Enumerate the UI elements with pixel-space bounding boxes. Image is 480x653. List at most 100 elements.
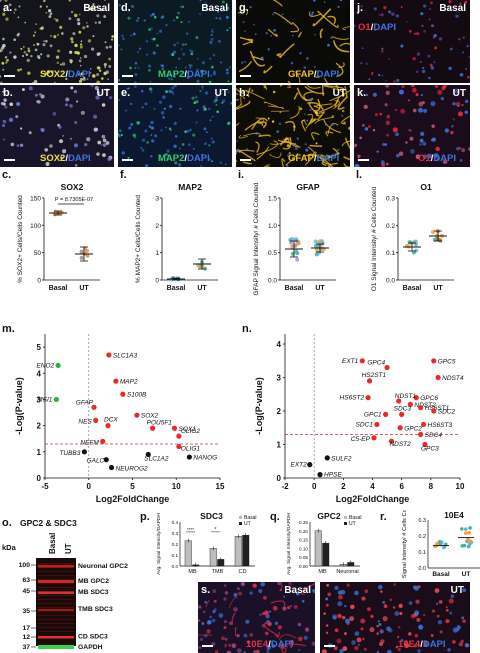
- cell-mark: [357, 154, 361, 158]
- y-tick-label: 0.0: [386, 278, 395, 285]
- cell-mark: [396, 153, 400, 158]
- cell-mark: [303, 113, 306, 116]
- cell-mark: [388, 58, 391, 60]
- cell-mark: [398, 151, 404, 156]
- cell-mark: [410, 85, 415, 88]
- fiber-mark: [236, 149, 255, 155]
- fiber-mark: [312, 8, 332, 27]
- cell-mark: [450, 594, 455, 599]
- gene-point: [383, 411, 389, 417]
- cell-mark: [55, 55, 60, 59]
- cell-mark: [312, 588, 315, 593]
- cell-mark: [34, 93, 38, 97]
- cell-mark: [148, 87, 153, 91]
- cell-mark: [208, 144, 211, 147]
- marker-label: 63: [22, 577, 30, 584]
- cell-mark: [84, 6, 87, 9]
- cell-mark: [20, 127, 23, 130]
- fiber-mark: [205, 599, 210, 608]
- gene-label: NDST2: [414, 402, 436, 409]
- gene-point: [108, 464, 115, 471]
- cell-mark: [205, 131, 208, 134]
- x-tick-label: 0: [312, 482, 317, 491]
- gene-label: GPC3: [421, 446, 439, 453]
- cell-mark: [200, 69, 204, 73]
- cell-mark: [204, 633, 208, 638]
- cell-mark: [13, 55, 17, 59]
- cell-mark: [179, 147, 181, 150]
- cell-mark: [2, 12, 6, 16]
- cell-mark: [458, 7, 461, 10]
- gene-point: [388, 438, 395, 444]
- fiber-mark: [280, 643, 289, 653]
- cell-mark: [364, 127, 369, 131]
- cell-mark: [252, 649, 257, 653]
- cell-mark: [73, 89, 78, 94]
- marker-label: 12: [22, 634, 30, 641]
- cell-mark: [122, 37, 125, 40]
- band-label: TMB SDC3: [78, 606, 113, 613]
- cell-mark: [163, 107, 167, 111]
- fiber-mark: [345, 137, 350, 150]
- cell-mark: [454, 88, 459, 94]
- legend-label: Basal: [349, 515, 362, 521]
- cell-mark: [93, 114, 98, 119]
- y-tick-label: 1.5: [268, 196, 277, 203]
- cell-mark: [40, 53, 43, 56]
- cell-mark: [290, 61, 294, 65]
- cell-mark: [2, 37, 5, 41]
- cell-mark: [445, 606, 448, 609]
- cell-mark: [325, 631, 329, 634]
- gene-point: [418, 405, 424, 411]
- x-tick-label: Basal: [285, 285, 304, 292]
- cell-mark: [168, 127, 171, 130]
- fiber-mark: [282, 137, 292, 150]
- cell-mark: [236, 140, 239, 142]
- cell-mark: [78, 13, 81, 16]
- fiber-mark: [343, 156, 350, 161]
- cell-mark: [5, 17, 9, 21]
- cell-mark: [457, 111, 463, 117]
- panel-letter: q.: [270, 511, 280, 523]
- y-tick-label: 3: [37, 395, 42, 404]
- cell-mark: [435, 602, 439, 606]
- x-tick-label: Basal: [49, 285, 68, 292]
- gene-point: [317, 472, 323, 478]
- cell-mark: [96, 80, 100, 83]
- cell-mark: [158, 100, 162, 104]
- cell-mark: [160, 158, 163, 161]
- cell-mark: [380, 160, 385, 165]
- fiber-mark: [334, 85, 339, 90]
- fiber-mark: [224, 643, 227, 648]
- cell-mark: [415, 154, 421, 160]
- cell-mark: [306, 57, 309, 60]
- cell-mark: [37, 56, 41, 60]
- condition-label: UT: [450, 585, 464, 596]
- cell-mark: [457, 104, 460, 108]
- fiber-mark: [315, 75, 321, 78]
- micrograph-g: g. GFAP/DAPI: [236, 0, 350, 83]
- cell-mark: [334, 585, 339, 591]
- cell-mark: [14, 8, 17, 11]
- data-point: [431, 229, 436, 234]
- cell-mark: [331, 614, 338, 620]
- cell-mark: [249, 633, 254, 637]
- cell-mark: [154, 134, 158, 138]
- cell-mark: [428, 18, 431, 21]
- cell-mark: [85, 22, 88, 24]
- cell-mark: [410, 149, 415, 154]
- cell-mark: [196, 58, 199, 60]
- cell-mark: [17, 68, 21, 72]
- cell-mark: [303, 635, 308, 640]
- cell-mark: [282, 606, 287, 611]
- cell-mark: [96, 52, 101, 56]
- cell-mark: [361, 123, 365, 127]
- cell-mark: [118, 129, 122, 133]
- condition-label: Basal: [201, 3, 228, 14]
- cell-mark: [412, 585, 417, 590]
- kda-label: kDa: [2, 543, 17, 552]
- cell-mark: [224, 637, 228, 641]
- fiber-mark: [341, 115, 350, 125]
- legend-label: Basal: [244, 515, 257, 521]
